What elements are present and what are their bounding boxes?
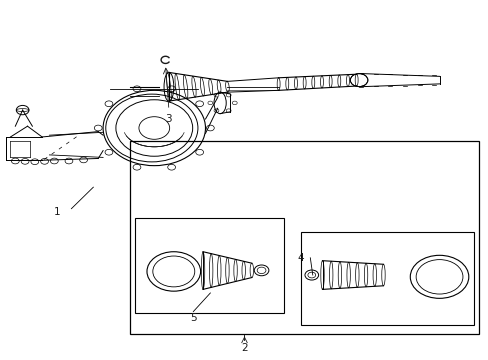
Text: 1: 1 xyxy=(53,207,60,217)
Text: 2: 2 xyxy=(241,343,247,353)
Bar xyxy=(135,218,283,313)
Text: 5: 5 xyxy=(190,313,196,323)
Bar xyxy=(300,232,473,325)
Text: 3: 3 xyxy=(165,114,172,124)
Text: 4: 4 xyxy=(297,253,303,263)
Bar xyxy=(130,140,478,334)
